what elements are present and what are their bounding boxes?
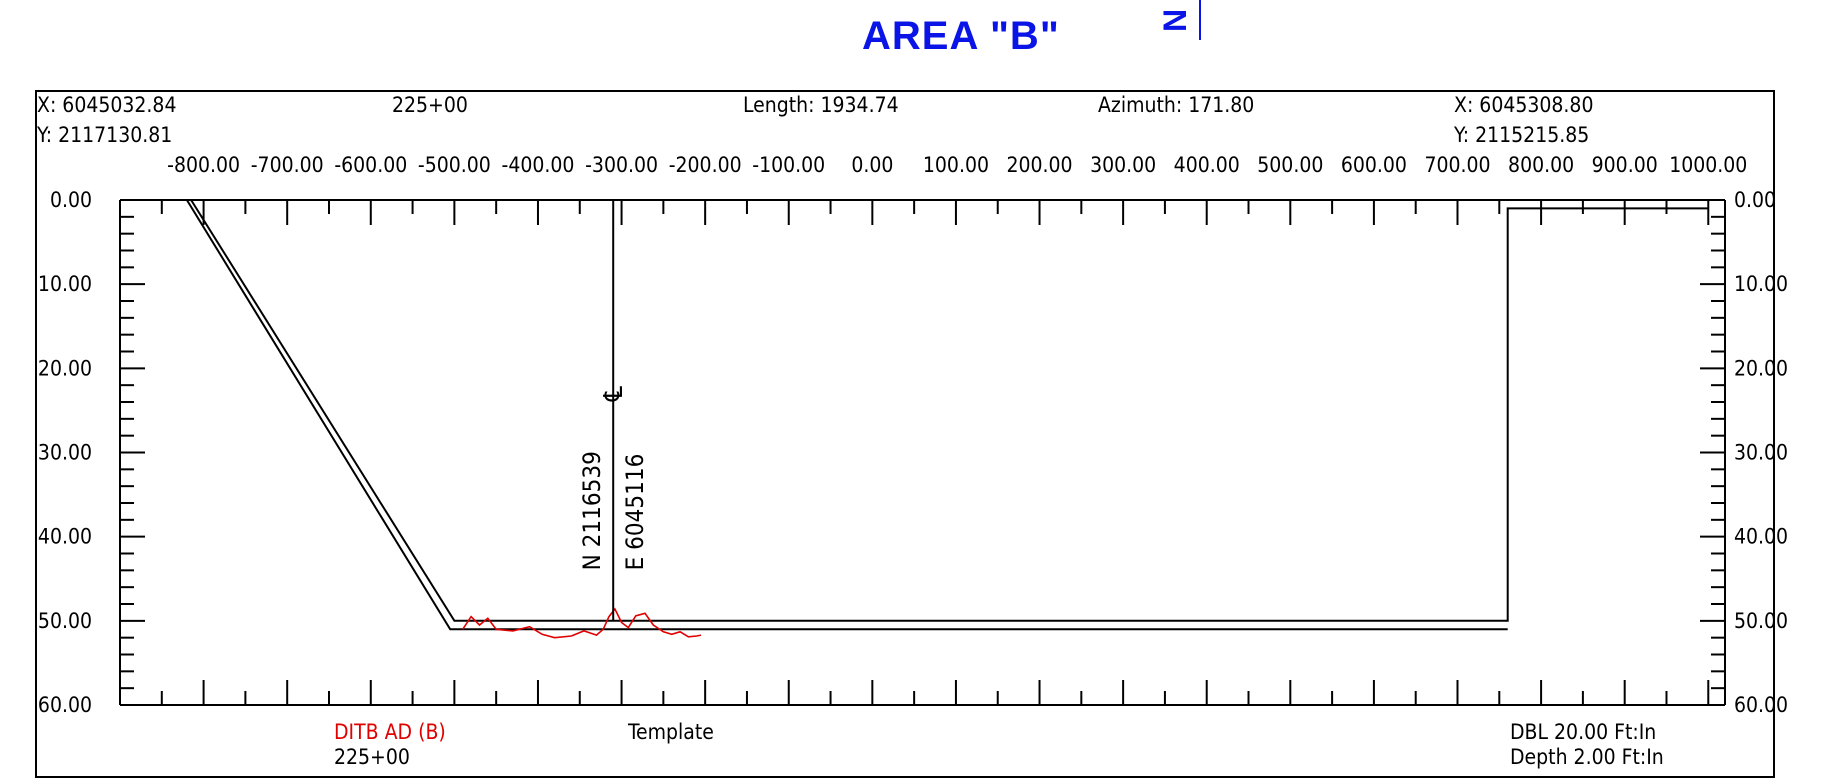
y-tick-label-left: 40.00 [38, 525, 92, 549]
end-x-coordinate: X: 6045308.80 [1454, 93, 1594, 117]
x-tick-label: -100.00 [752, 153, 825, 177]
start-x-coordinate: X: 6045032.84 [37, 93, 177, 117]
x-tick-label: 0.00 [851, 153, 893, 177]
centerline-northing: N 2116539 [578, 451, 606, 570]
x-tick-label: -500.00 [418, 153, 491, 177]
survey-label: DITB AD (B) [334, 720, 446, 744]
x-tick-label: -400.00 [502, 153, 575, 177]
template-outer-line [186, 199, 1508, 631]
y-tick-label-right: 40.00 [1734, 525, 1788, 549]
x-tick-label: 800.00 [1508, 153, 1574, 177]
length-label: Length: 1934.74 [743, 93, 899, 117]
y-tick-label-left: 60.00 [38, 693, 92, 717]
start-y-coordinate: Y: 2117130.81 [37, 123, 173, 147]
dbl-scale-label: DBL 20.00 Ft:In [1510, 720, 1657, 744]
survey-station: 225+00 [334, 745, 410, 769]
station-label: 225+00 [392, 93, 468, 117]
centerline-easting: E 6045116 [621, 454, 649, 571]
centerline-icon: ℄ [599, 386, 629, 402]
cross-section-frame [35, 90, 1775, 778]
azimuth-label: Azimuth: 171.80 [1098, 93, 1255, 117]
y-tick-label-left: 20.00 [38, 356, 92, 380]
page-title: AREA "B" [862, 14, 1060, 58]
end-y-coordinate: Y: 2115215.85 [1454, 123, 1590, 147]
north-arrow-bar [1199, 0, 1201, 40]
x-tick-label: 900.00 [1592, 153, 1658, 177]
y-tick-label-left: 30.00 [38, 441, 92, 465]
y-tick-label-right: 10.00 [1734, 272, 1788, 296]
x-tick-label: 1000.00 [1669, 153, 1747, 177]
y-tick-label-right: 30.00 [1734, 441, 1788, 465]
y-tick-label-right: 20.00 [1734, 356, 1788, 380]
x-tick-label: 700.00 [1424, 153, 1490, 177]
y-tick-label-left: 50.00 [38, 609, 92, 633]
template-label: Template [628, 720, 714, 744]
y-tick-label-right: 0.00 [1734, 188, 1776, 212]
survey-profile-line [462, 607, 702, 639]
x-tick-label: 300.00 [1090, 153, 1156, 177]
y-tick-label-left: 10.00 [38, 272, 92, 296]
depth-scale-label: Depth 2.00 Ft:In [1510, 745, 1664, 769]
y-tick-label-left: 0.00 [50, 188, 92, 212]
x-tick-label: 100.00 [923, 153, 989, 177]
x-tick-label: -300.00 [585, 153, 658, 177]
x-tick-label: -200.00 [669, 153, 742, 177]
x-tick-label: -800.00 [167, 153, 240, 177]
x-tick-label: -600.00 [334, 153, 407, 177]
template-inner-line [190, 199, 1709, 622]
y-tick-label-right: 60.00 [1734, 693, 1788, 717]
y-tick-label-right: 50.00 [1734, 609, 1788, 633]
x-tick-label: 500.00 [1257, 153, 1323, 177]
x-tick-label: -700.00 [251, 153, 324, 177]
x-tick-label: 400.00 [1174, 153, 1240, 177]
x-tick-label: 600.00 [1341, 153, 1407, 177]
x-tick-label: 200.00 [1006, 153, 1072, 177]
